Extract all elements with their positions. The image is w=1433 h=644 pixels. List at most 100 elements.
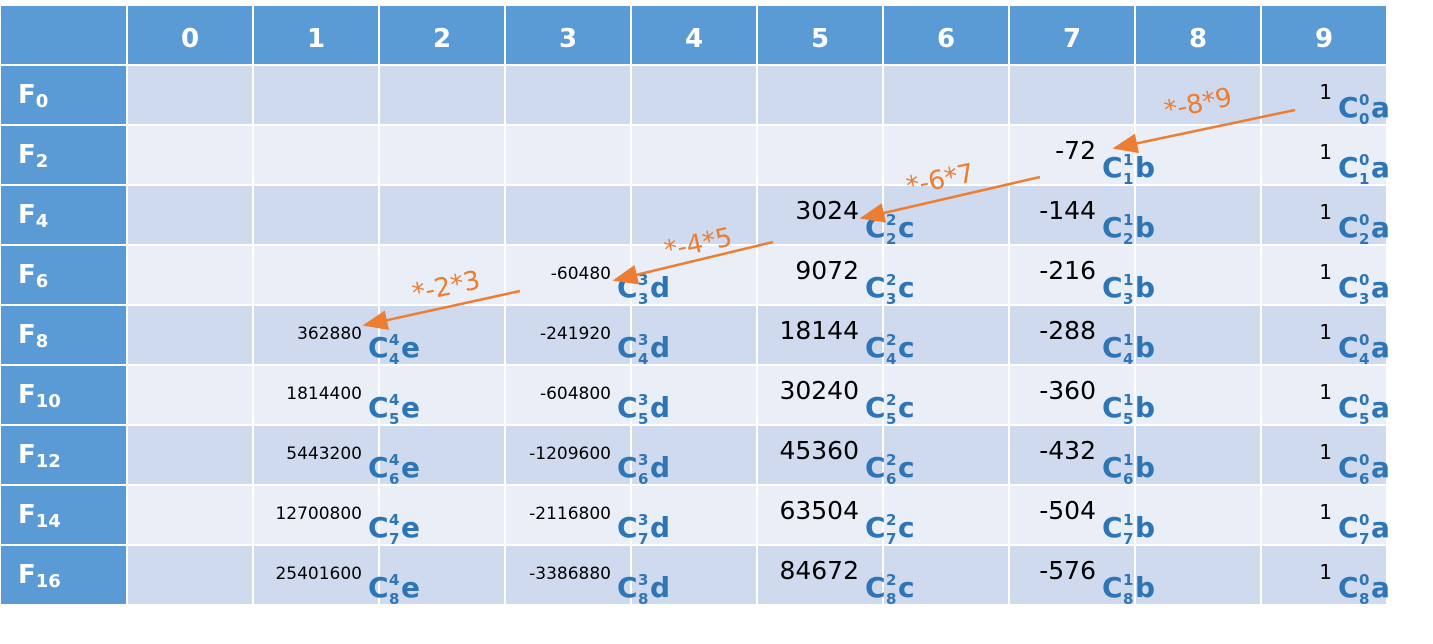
binomial-symbol: C	[1102, 151, 1123, 184]
binomial-sup: 3	[638, 511, 648, 529]
column-header: 0	[181, 24, 199, 54]
binomial-symbol: C	[1102, 571, 1123, 604]
header-cell	[756, 4, 884, 66]
cell-value: -604800	[540, 384, 611, 404]
row-label-letter: F	[18, 140, 36, 170]
cell-value: 63504	[779, 496, 859, 525]
cell-value: -72	[1055, 136, 1096, 165]
binomial-letter: c	[898, 511, 915, 544]
binomial-letter: d	[650, 331, 670, 364]
cell	[630, 64, 758, 126]
column-header: 8	[1189, 24, 1207, 54]
cell-value: -504	[1039, 496, 1096, 525]
row-label: F8	[18, 320, 48, 352]
cell-value: -288	[1039, 316, 1096, 345]
binomial-sup: 1	[1123, 151, 1133, 169]
cell	[504, 304, 632, 366]
cell-value: -216	[1039, 256, 1096, 285]
cell	[504, 124, 632, 186]
cell	[252, 424, 380, 486]
binomial-symbol: C	[1102, 331, 1123, 364]
binomial-sup: 0	[1359, 271, 1369, 289]
cell-value: -432	[1039, 436, 1096, 465]
binomial-letter: a	[1371, 151, 1390, 184]
binomial-letter: e	[401, 511, 420, 544]
row-label: F4	[18, 200, 48, 232]
binomial-sub: 6	[638, 470, 648, 488]
column-header: 9	[1315, 24, 1333, 54]
cell	[756, 124, 884, 186]
binomial-letter: e	[401, 451, 420, 484]
binomial-letter: d	[650, 271, 670, 304]
binomial-sup: 4	[389, 511, 399, 529]
binomial-sup: 1	[1123, 511, 1133, 529]
binomial-letter: a	[1371, 211, 1390, 244]
binomial-sup: 1	[1123, 271, 1133, 289]
cell-value: 1	[1319, 500, 1332, 524]
row-label-sub: 14	[36, 511, 61, 532]
binomial-letter: b	[1135, 511, 1155, 544]
cell-value: 1	[1319, 560, 1332, 584]
cell	[126, 424, 254, 486]
cell	[126, 544, 254, 606]
row-label: F12	[18, 440, 61, 472]
row-label-letter: F	[18, 200, 36, 230]
cell-value: 18144	[779, 316, 859, 345]
binomial-sub: 5	[389, 410, 399, 428]
row-label-sub: 10	[36, 391, 61, 412]
row-label-letter: F	[18, 560, 36, 590]
binomial-sup: 0	[1359, 331, 1369, 349]
binomial-letter: a	[1371, 271, 1390, 304]
cell	[126, 124, 254, 186]
column-header: 6	[937, 24, 955, 54]
row-label-sub: 0	[36, 91, 49, 112]
row-label-sub: 16	[36, 571, 61, 592]
binomial-sub: 6	[1123, 470, 1133, 488]
row-label-cell	[0, 544, 128, 606]
binomial-symbol: C	[1338, 91, 1359, 124]
binomial-symbol: C	[368, 331, 389, 364]
cell-value: 1	[1319, 200, 1332, 224]
binomial-sup: 0	[1359, 451, 1369, 469]
arrow	[859, 175, 1041, 223]
binomial-symbol: C	[865, 271, 886, 304]
row-label-letter: F	[18, 380, 36, 410]
binomial-sup: 0	[1359, 391, 1369, 409]
header-cell	[1260, 4, 1388, 66]
binomial-sub: 4	[1123, 350, 1133, 368]
row-label-cell	[0, 184, 128, 246]
cell	[1134, 304, 1262, 366]
binomial-sub: 0	[1359, 110, 1369, 128]
binomial-symbol: C	[1102, 391, 1123, 424]
binomial-sub: 6	[886, 470, 896, 488]
binomial-sub: 2	[1359, 230, 1369, 248]
binomial-symbol: C	[1338, 331, 1359, 364]
cell	[1008, 544, 1136, 606]
binomial-sub: 3	[638, 290, 648, 308]
binomial-sub: 8	[886, 590, 896, 608]
cell-value: 25401600	[275, 564, 362, 584]
header-cell	[1008, 4, 1136, 66]
binomial-letter: a	[1371, 91, 1390, 124]
binomial-symbol: C	[1338, 151, 1359, 184]
binomial-sup: 0	[1359, 211, 1369, 229]
cell-value: 45360	[779, 436, 859, 465]
binomial-sup: 0	[1359, 91, 1369, 109]
row-label: F2	[18, 140, 48, 172]
binomial-sup: 3	[638, 271, 648, 289]
cell	[630, 124, 758, 186]
cell-value: -3386880	[529, 564, 611, 584]
binomial-sup: 3	[638, 571, 648, 589]
cell	[378, 364, 506, 426]
arrow	[1112, 108, 1296, 154]
binomial-sub: 8	[1359, 590, 1369, 608]
binomial-sub: 6	[389, 470, 399, 488]
binomial-letter: c	[898, 331, 915, 364]
binomial-sup: 1	[1123, 391, 1133, 409]
binomial-sup: 4	[389, 391, 399, 409]
cell	[378, 184, 506, 246]
cell	[882, 364, 1010, 426]
binomial-sub: 5	[638, 410, 648, 428]
cell	[126, 184, 254, 246]
